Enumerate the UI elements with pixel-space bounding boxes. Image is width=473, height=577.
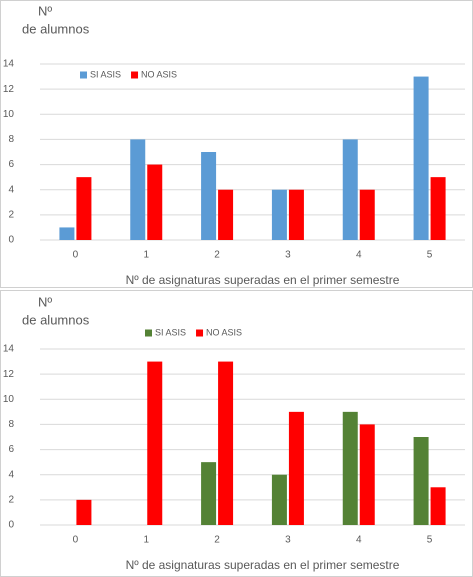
y-tick-label: 4 xyxy=(8,184,14,195)
bar xyxy=(413,437,429,525)
legend-swatch xyxy=(145,329,152,337)
x-tick-label: 5 xyxy=(427,535,433,546)
bar xyxy=(430,177,446,240)
x-tick-label: 4 xyxy=(356,535,362,546)
bar xyxy=(218,189,234,240)
bar xyxy=(201,462,217,525)
y-tick-label: 0 xyxy=(8,520,14,531)
bar xyxy=(288,189,304,240)
legend-swatch xyxy=(80,71,87,79)
y-tick-label: 0 xyxy=(8,235,14,246)
legend-label: NO ASIS xyxy=(141,69,177,79)
y-axis-label: Nº xyxy=(38,3,52,18)
bar xyxy=(59,227,75,240)
y-tick-label: 14 xyxy=(3,344,15,355)
bar xyxy=(147,164,163,240)
x-tick-label: 1 xyxy=(143,535,149,546)
y-tick-label: 10 xyxy=(3,109,15,120)
bar xyxy=(430,487,446,525)
bar xyxy=(288,411,304,525)
chart-frame xyxy=(0,0,473,288)
x-tick-label: 2 xyxy=(214,250,220,261)
x-tick-label: 0 xyxy=(73,535,79,546)
legend-label: SI ASIS xyxy=(90,69,121,79)
bar xyxy=(76,499,92,525)
bar xyxy=(271,189,287,240)
y-axis-label: de alumnos xyxy=(22,312,90,327)
x-axis-label: Nº de asignaturas superadas en el primer… xyxy=(126,558,400,572)
bar xyxy=(271,474,287,525)
bar xyxy=(413,76,429,240)
x-tick-label: 4 xyxy=(356,250,362,261)
legend-swatch xyxy=(196,329,204,337)
x-tick-label: 3 xyxy=(285,535,291,546)
bar xyxy=(342,139,358,240)
y-tick-label: 8 xyxy=(8,134,14,145)
y-tick-label: 14 xyxy=(3,59,15,70)
legend-label: NO ASIS xyxy=(206,327,242,337)
y-axis-label: Nº xyxy=(38,294,52,309)
y-tick-label: 2 xyxy=(8,209,14,220)
x-tick-label: 3 xyxy=(285,250,291,261)
x-tick-label: 2 xyxy=(214,535,220,546)
y-tick-label: 4 xyxy=(8,469,14,480)
bar xyxy=(201,152,217,240)
bar xyxy=(147,361,163,525)
bar xyxy=(359,189,375,240)
bar xyxy=(342,411,358,525)
y-tick-label: 12 xyxy=(3,369,15,380)
y-tick-label: 12 xyxy=(3,84,15,95)
y-tick-label: 2 xyxy=(8,494,14,505)
y-tick-label: 8 xyxy=(8,419,14,430)
legend-label: SI ASIS xyxy=(155,327,186,337)
bar xyxy=(359,424,375,525)
legend-swatch xyxy=(131,71,139,79)
x-tick-label: 1 xyxy=(143,250,149,261)
chart-frame xyxy=(0,290,473,577)
x-tick-label: 5 xyxy=(427,250,433,261)
y-tick-label: 6 xyxy=(8,444,14,455)
y-axis-label: de alumnos xyxy=(22,21,90,36)
bar xyxy=(130,139,146,240)
bar xyxy=(76,177,92,240)
x-axis-label: Nº de asignaturas superadas en el primer… xyxy=(126,273,400,287)
y-tick-label: 10 xyxy=(3,394,15,405)
bar xyxy=(218,361,234,525)
x-tick-label: 0 xyxy=(73,250,79,261)
y-tick-label: 6 xyxy=(8,159,14,170)
